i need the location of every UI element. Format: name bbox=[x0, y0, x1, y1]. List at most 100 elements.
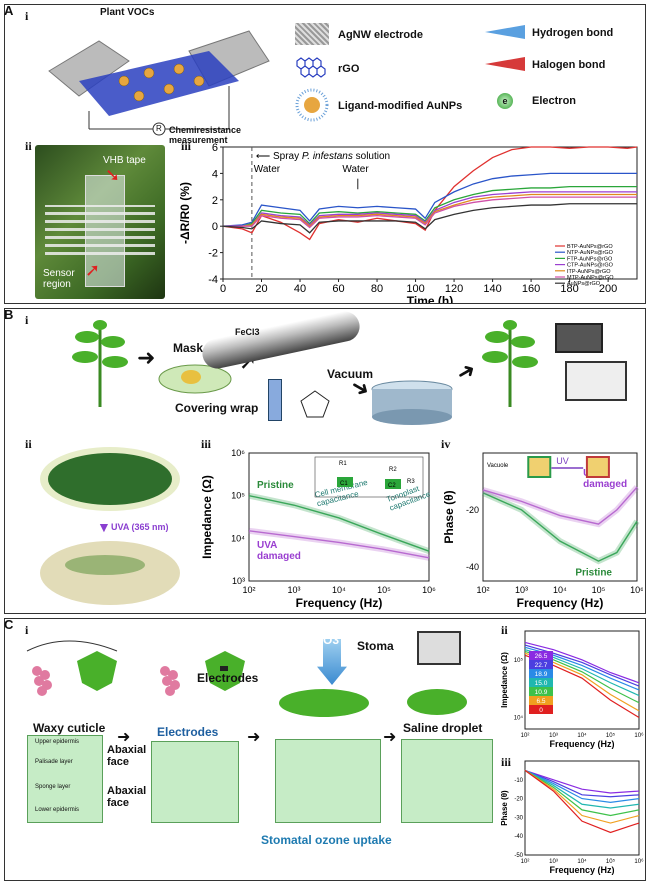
vacuum-dish bbox=[371, 380, 453, 425]
series-line-22.7 bbox=[524, 644, 640, 687]
series-line-NTP-AuNPs@rGO bbox=[222, 172, 637, 227]
uva-label: UVA (365 nm) bbox=[111, 522, 169, 532]
panel-a: A i Plant VOCs R Chemiresistance measure… bbox=[4, 3, 646, 304]
series-line-18.9 bbox=[524, 769, 640, 803]
x-tick-label: 20 bbox=[255, 283, 267, 295]
leaf-cross-section-2 bbox=[151, 741, 239, 823]
x-tick-label: 200 bbox=[599, 283, 617, 295]
y-axis-label: Impedance (Ω) bbox=[500, 652, 509, 708]
oscilloscope-icon bbox=[555, 323, 603, 353]
agnw-swatch bbox=[295, 23, 329, 45]
sensor-schematic bbox=[48, 30, 270, 136]
legend-label: BTP-AuNPs@rGO bbox=[567, 244, 613, 250]
y-axis-label: Phase (θ) bbox=[442, 490, 456, 543]
series-line-Pristine bbox=[482, 492, 638, 562]
leaf-cross-section-4 bbox=[401, 739, 493, 823]
y-tick-label: -40 bbox=[466, 562, 479, 572]
y-tick-label: -40 bbox=[514, 834, 523, 840]
hbond-label: Hydrogen bond bbox=[532, 27, 614, 39]
chart-c-iii: 10² 10³ 10⁴ 10⁵ 10⁶ -10 -20 -30 -40 -50 Frequency … bbox=[500, 760, 644, 875]
arrow-icon: ➜ bbox=[247, 729, 261, 746]
x-tick-label: 10³ bbox=[549, 859, 558, 865]
aunp-label: Ligand-modified AuNPs bbox=[338, 100, 463, 112]
layer-upper: Upper epidermis bbox=[35, 739, 80, 745]
x-tick-label: 10⁵ bbox=[377, 585, 391, 595]
legend-swatch bbox=[529, 660, 553, 669]
panel-b-letter: B bbox=[4, 307, 14, 322]
x-tick-label: 10⁴ bbox=[577, 732, 587, 739]
electron-symbol: e bbox=[502, 96, 508, 106]
y-tick-label: 2 bbox=[212, 195, 218, 207]
x-tick-label: 10² bbox=[476, 585, 489, 595]
legend-label: CTP-AuNPs@rGO bbox=[567, 263, 614, 269]
x-tick-label: 10⁵ bbox=[592, 585, 606, 595]
legend-label: 6.5 bbox=[536, 698, 545, 705]
x-tick-label: 10⁶ bbox=[422, 585, 436, 595]
x-tick-label: 10² bbox=[521, 859, 530, 865]
r3-label: R3 bbox=[407, 479, 415, 485]
c1-label: C1 bbox=[340, 481, 348, 487]
legend-swatch bbox=[529, 705, 553, 714]
plot-frame bbox=[524, 760, 640, 856]
series-line-CTP-AuNPs@rGO bbox=[223, 191, 637, 227]
legend-label: 26.5 bbox=[535, 653, 548, 660]
y-tick-label: -4 bbox=[208, 274, 218, 286]
electron-icon: e bbox=[497, 93, 513, 109]
y-tick-label: 10⁶ bbox=[231, 448, 245, 458]
y-tick-label: 10³ bbox=[232, 576, 245, 586]
circuit-box bbox=[314, 456, 424, 498]
x-axis-label: Time (h) bbox=[407, 294, 453, 303]
series-line-26.5 bbox=[524, 641, 640, 684]
leaf-cross-section-1 bbox=[27, 735, 103, 823]
series-line-MTP-AuNPs@rGO bbox=[223, 196, 637, 229]
panel-a-letter: A bbox=[4, 3, 14, 18]
electrodes2-label: Electrodes bbox=[157, 725, 219, 739]
plant-left bbox=[72, 320, 128, 407]
sensor-photo: ➘ ➚ bbox=[35, 145, 165, 299]
chart-b-iv: 10² 10³ 10⁴ 10⁵ 10⁶ -40 -20 Frequency (Hz) Phase… bbox=[442, 452, 643, 610]
r1-label: R1 bbox=[339, 461, 347, 467]
uv-label: UV bbox=[556, 456, 569, 466]
x-tick-label: 40 bbox=[294, 283, 306, 295]
electrodes-label: Electrodes bbox=[197, 671, 259, 685]
panel-b-ii-label: ii bbox=[25, 437, 32, 451]
vacuum-label: Vacuum bbox=[327, 367, 374, 381]
panel-b-iii-label: iii bbox=[201, 437, 212, 451]
panel-b-i-label: i bbox=[25, 313, 29, 327]
covering-label: Covering wrap bbox=[175, 401, 259, 415]
fecl-spray bbox=[199, 308, 363, 372]
panel-a-ii-label: ii bbox=[25, 139, 32, 153]
x-tick-label: 10⁶ bbox=[634, 858, 644, 865]
y-tick-label: 10⁵ bbox=[231, 491, 245, 501]
legend-swatch bbox=[529, 678, 553, 687]
x-axis-label: Frequency (Hz) bbox=[549, 739, 614, 749]
panel-a-i-label: i bbox=[25, 9, 29, 23]
leaf-3 bbox=[279, 689, 369, 717]
c1-box bbox=[337, 477, 353, 487]
series-line-UVA damaged bbox=[482, 486, 638, 525]
arrow-icon: ➚ bbox=[85, 260, 101, 280]
leaf-cross-section-3 bbox=[275, 739, 381, 823]
panel-c-iii-label: iii bbox=[501, 755, 512, 769]
legend-label: 0 bbox=[539, 707, 543, 714]
x-tick-label: 10⁵ bbox=[606, 732, 616, 739]
legend-swatch bbox=[529, 687, 553, 696]
leaf-4 bbox=[407, 689, 467, 715]
vacuole-before bbox=[527, 456, 552, 478]
c2-box bbox=[385, 479, 401, 489]
plot-frame bbox=[222, 146, 638, 280]
electron-label: Electron bbox=[532, 95, 577, 107]
series-line-10.9 bbox=[524, 769, 640, 817]
rgo-label: rGO bbox=[338, 63, 360, 75]
waxy-label: Waxy cuticle bbox=[33, 721, 106, 735]
x-tick-label: 80 bbox=[371, 283, 383, 295]
pristine-label: Pristine bbox=[575, 567, 612, 578]
meter-symbol: R bbox=[156, 124, 162, 133]
series-line-26.5 bbox=[524, 769, 640, 794]
syringe-icon bbox=[268, 379, 282, 421]
legend-label: 15.0 bbox=[535, 680, 548, 687]
legend-swatch bbox=[529, 669, 553, 678]
y-tick-label: 10⁵ bbox=[514, 657, 524, 664]
